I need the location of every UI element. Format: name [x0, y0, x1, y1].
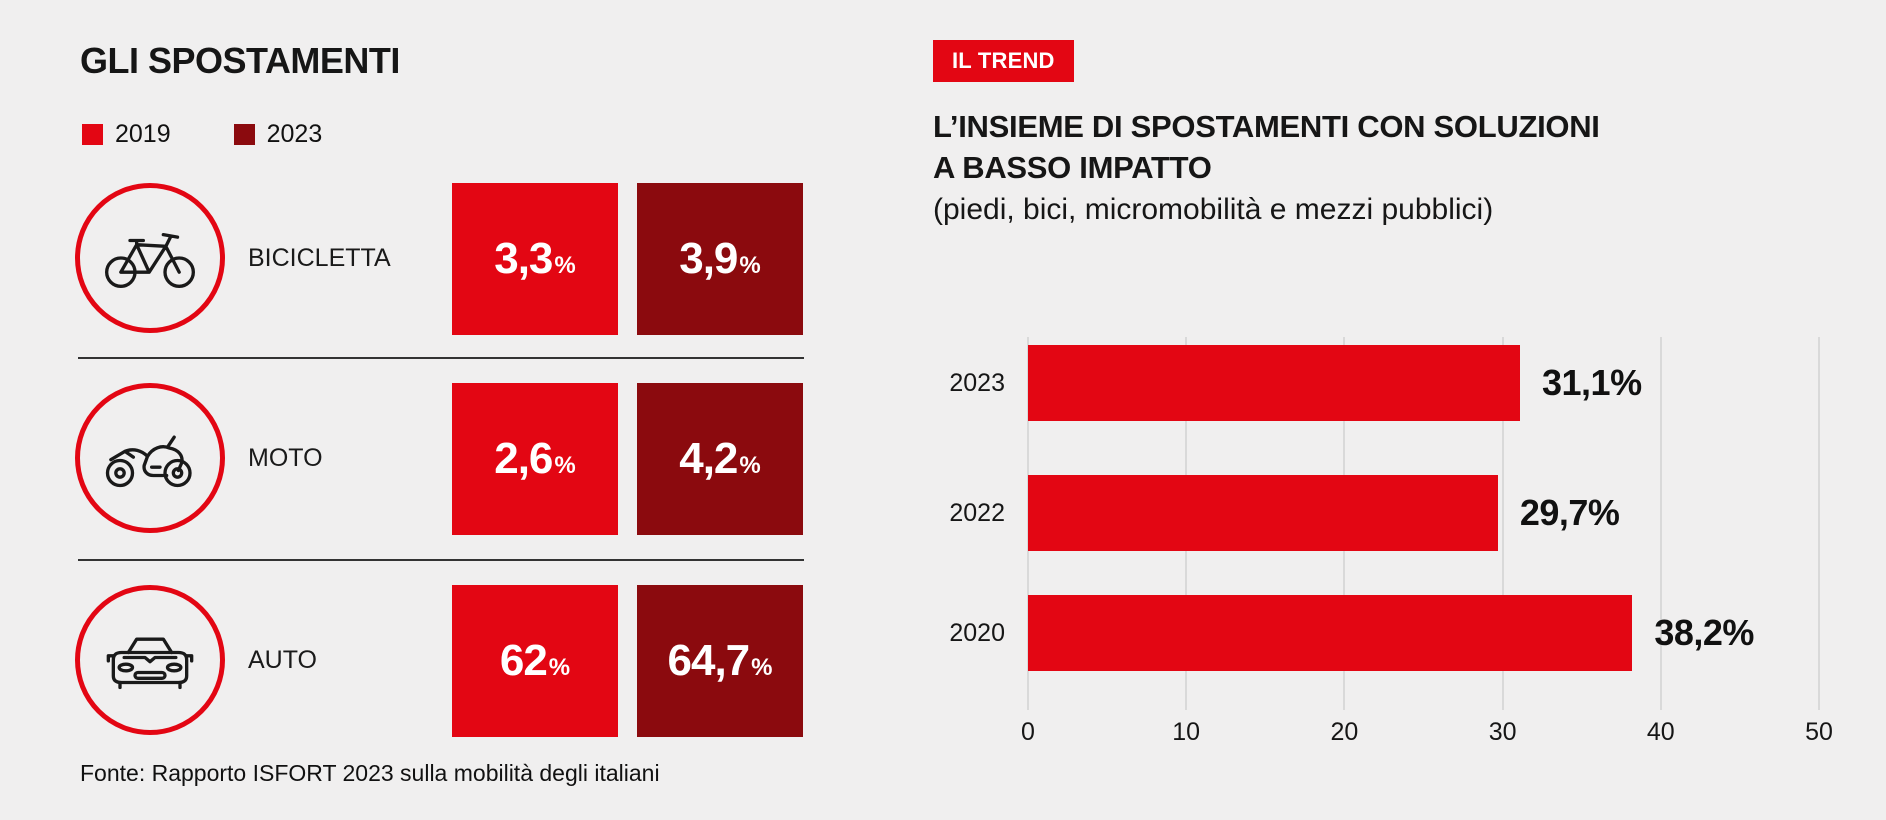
trend-title-line2: A BASSO IMPATTO — [933, 150, 1212, 185]
row-auto: AUTO 62% 64,7% — [0, 585, 830, 737]
row-divider — [78, 357, 804, 359]
x-tick-label: 30 — [1488, 718, 1517, 746]
bar-year-label: 2020 — [949, 619, 1005, 647]
trend-chart: 0 10 20 30 40 50 2023 31,1% 2022 29,7% 2020 38,2% — [930, 330, 1880, 775]
car-icon — [106, 637, 194, 690]
percent-sign: % — [554, 252, 576, 279]
trend-bar — [1028, 595, 1633, 671]
legend-swatch-2023 — [233, 124, 255, 145]
value-box-bicicletta-2023: 3,9% — [637, 183, 803, 335]
value-bicicletta-2019: 3,3 — [494, 234, 553, 283]
legend-swatch-2019 — [82, 124, 103, 145]
bicycle-icon-circle — [75, 183, 225, 333]
percent-sign: % — [554, 452, 576, 479]
car-icon-circle — [75, 585, 225, 735]
row-bicicletta: BICICLETTA 3,3% 3,9% — [0, 183, 830, 335]
trend-title: L’INSIEME DI SPOSTAMENTI CON SOLUZIONI A… — [933, 106, 1600, 188]
bar-value-label: 31,1% — [1542, 362, 1642, 403]
percent-sign: % — [739, 252, 761, 279]
x-tick-label: 50 — [1805, 718, 1833, 746]
value-auto-2019: 62 — [499, 636, 548, 685]
grid-line — [1659, 337, 1662, 710]
legend-item-2023: 2023 — [233, 120, 323, 149]
bar-value-label: 38,2% — [1654, 612, 1754, 653]
motorcycle-icon — [105, 435, 192, 488]
x-tick-label: 0 — [1021, 718, 1035, 746]
row-label-moto: MOTO — [248, 443, 323, 472]
grid-line — [1501, 337, 1504, 710]
trend-bar — [1028, 345, 1520, 421]
motorcycle-icon-circle — [75, 383, 225, 533]
source-note: Fonte: Rapporto ISFORT 2023 sulla mobili… — [80, 760, 660, 786]
value-box-moto-2023: 4,2% — [637, 383, 803, 535]
value-box-bicicletta-2019: 3,3% — [452, 183, 618, 335]
trend-title-line1: L’INSIEME DI SPOSTAMENTI CON SOLUZIONI — [933, 109, 1600, 144]
bar-year-label: 2022 — [949, 499, 1005, 527]
value-auto-2023: 64,7 — [667, 636, 751, 685]
trend-badge: IL TREND — [933, 40, 1074, 82]
trend-subtitle: (piedi, bici, micromobilità e mezzi pubb… — [933, 193, 1494, 226]
legend-label-2019: 2019 — [115, 120, 171, 148]
row-label-bicicletta: BICICLETTA — [248, 243, 391, 272]
percent-sign: % — [751, 654, 773, 681]
bicycle-icon — [105, 233, 196, 288]
bar-value-label: 29,7% — [1519, 492, 1620, 533]
value-box-auto-2023: 64,7% — [637, 585, 803, 737]
percent-sign: % — [739, 452, 761, 479]
row-moto: MOTO 2,6% 4,2% — [0, 383, 830, 535]
bar-year-label: 2023 — [949, 369, 1005, 397]
legend: 2019 2023 — [82, 120, 322, 149]
legend-label-2023: 2023 — [266, 120, 323, 148]
row-divider — [78, 559, 804, 561]
value-box-auto-2019: 62% — [452, 585, 618, 737]
trend-bar — [1028, 475, 1498, 551]
legend-item-2019: 2019 — [82, 120, 171, 149]
x-tick-label: 20 — [1330, 718, 1359, 746]
grid-line — [1818, 337, 1820, 710]
value-moto-2019: 2,6 — [494, 434, 553, 483]
x-tick-label: 10 — [1172, 718, 1201, 746]
row-label-auto: AUTO — [248, 645, 317, 674]
left-section-title: GLI SPOSTAMENTI — [80, 40, 400, 81]
value-box-moto-2019: 2,6% — [452, 383, 618, 535]
value-moto-2023: 4,2 — [679, 434, 738, 483]
x-tick-label: 40 — [1646, 718, 1675, 746]
percent-sign: % — [548, 654, 571, 681]
value-bicicletta-2023: 3,9 — [679, 234, 738, 283]
